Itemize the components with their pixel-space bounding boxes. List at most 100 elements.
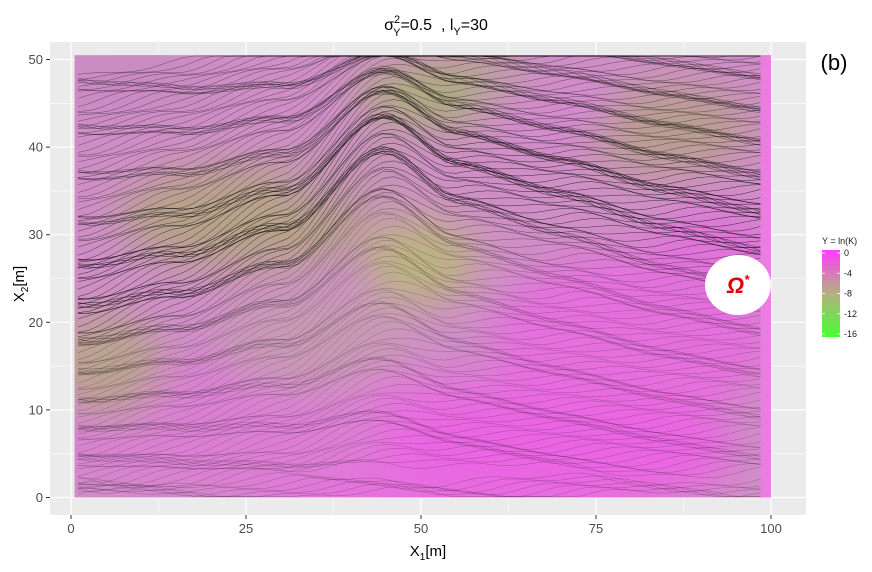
streamline (78, 115, 761, 279)
streamline (77, 65, 761, 180)
streamline (77, 357, 761, 432)
streamline (77, 441, 761, 486)
streamline (77, 315, 761, 414)
streamline (77, 371, 761, 441)
streamline (77, 116, 761, 267)
xlabel-unit: [m] (425, 543, 446, 560)
streamline (77, 476, 761, 494)
field-blob (365, 217, 477, 305)
streamline (78, 55, 761, 156)
streamline (78, 69, 761, 174)
streamline (77, 151, 761, 309)
streamline (77, 192, 761, 340)
streamline (77, 415, 761, 463)
field-blob (386, 392, 736, 498)
streamline (77, 105, 761, 261)
omega-star-annotation: Ω* (705, 255, 771, 315)
field-blob (477, 77, 617, 148)
streamline (77, 342, 761, 430)
streamline (77, 472, 761, 489)
streamline (77, 55, 761, 157)
streamline (77, 99, 761, 256)
streamline (77, 196, 761, 346)
streamline (77, 420, 761, 467)
streamline (77, 397, 761, 457)
streamline (77, 428, 761, 477)
streamline (77, 344, 761, 429)
xlabel-base: X (410, 543, 420, 560)
streamline (77, 148, 761, 308)
streamline (77, 365, 761, 435)
xlabel-sub: 1 (420, 552, 426, 563)
streamline (77, 288, 761, 403)
streamline (77, 168, 761, 334)
title-separator: , (432, 17, 450, 34)
legend-colorbar (822, 250, 840, 337)
panel-label: (b) (821, 50, 848, 75)
y-tick-label: 10 (29, 402, 43, 417)
streamline (77, 245, 761, 373)
x-tick-label: 75 (589, 521, 603, 536)
streamline (77, 316, 761, 415)
legend: Y = ln(K) 0 -4 -8 -12 -16 (822, 236, 857, 339)
streamline (77, 236, 761, 373)
streamline (77, 176, 761, 338)
streamline (77, 302, 761, 403)
streamline (77, 480, 761, 497)
title-l-value: =30 (461, 17, 488, 34)
streamline (77, 145, 761, 306)
streamline (77, 154, 761, 320)
field-blob (74, 313, 162, 419)
streamline (77, 271, 761, 395)
legend-tick-label: 0 (844, 248, 849, 258)
streamline (77, 262, 761, 390)
title-sigma: σ (384, 17, 394, 34)
x-tick-label: 100 (760, 521, 782, 536)
title-l: l (450, 17, 454, 34)
x-axis: 0 25 50 75 100 (67, 515, 782, 536)
streamline (77, 328, 761, 425)
streamline (77, 246, 761, 375)
streamline (77, 55, 761, 129)
streamline (77, 188, 761, 339)
streamline (77, 444, 761, 486)
streamline (77, 55, 761, 130)
streamline (77, 453, 761, 490)
streamline (77, 121, 761, 290)
streamline (77, 55, 761, 129)
streamline (77, 64, 761, 170)
streamline (77, 201, 761, 353)
streamline (77, 369, 761, 439)
y-tick-label: 0 (36, 490, 43, 505)
streamline (77, 410, 761, 461)
title-l-sub: Y (453, 26, 461, 38)
streamline (77, 171, 761, 334)
streamline (77, 217, 761, 366)
ylabel-base: X (11, 292, 28, 302)
streamline (77, 213, 761, 363)
streamline (77, 234, 761, 375)
streamline (77, 457, 761, 493)
streamline (77, 55, 761, 75)
streamline (77, 291, 761, 400)
streamline (77, 89, 761, 242)
streamline (77, 132, 761, 300)
streamline (77, 167, 761, 333)
streamline (77, 320, 761, 418)
streamline (77, 357, 761, 432)
streamline (77, 142, 761, 305)
streamline (77, 113, 761, 268)
streamline (77, 302, 761, 404)
legend-tick-label: -4 (844, 268, 852, 278)
streamline (77, 245, 761, 373)
chart-title: σ2 Y=0.5 , lY=30 (384, 14, 488, 39)
streamline (77, 420, 761, 465)
streamline (77, 240, 761, 369)
streamline (77, 359, 761, 432)
streamline (77, 394, 761, 458)
streamline (77, 73, 761, 178)
streamline (77, 106, 761, 261)
streamline (77, 211, 761, 363)
title-sigma-sup: 2 (394, 14, 400, 26)
